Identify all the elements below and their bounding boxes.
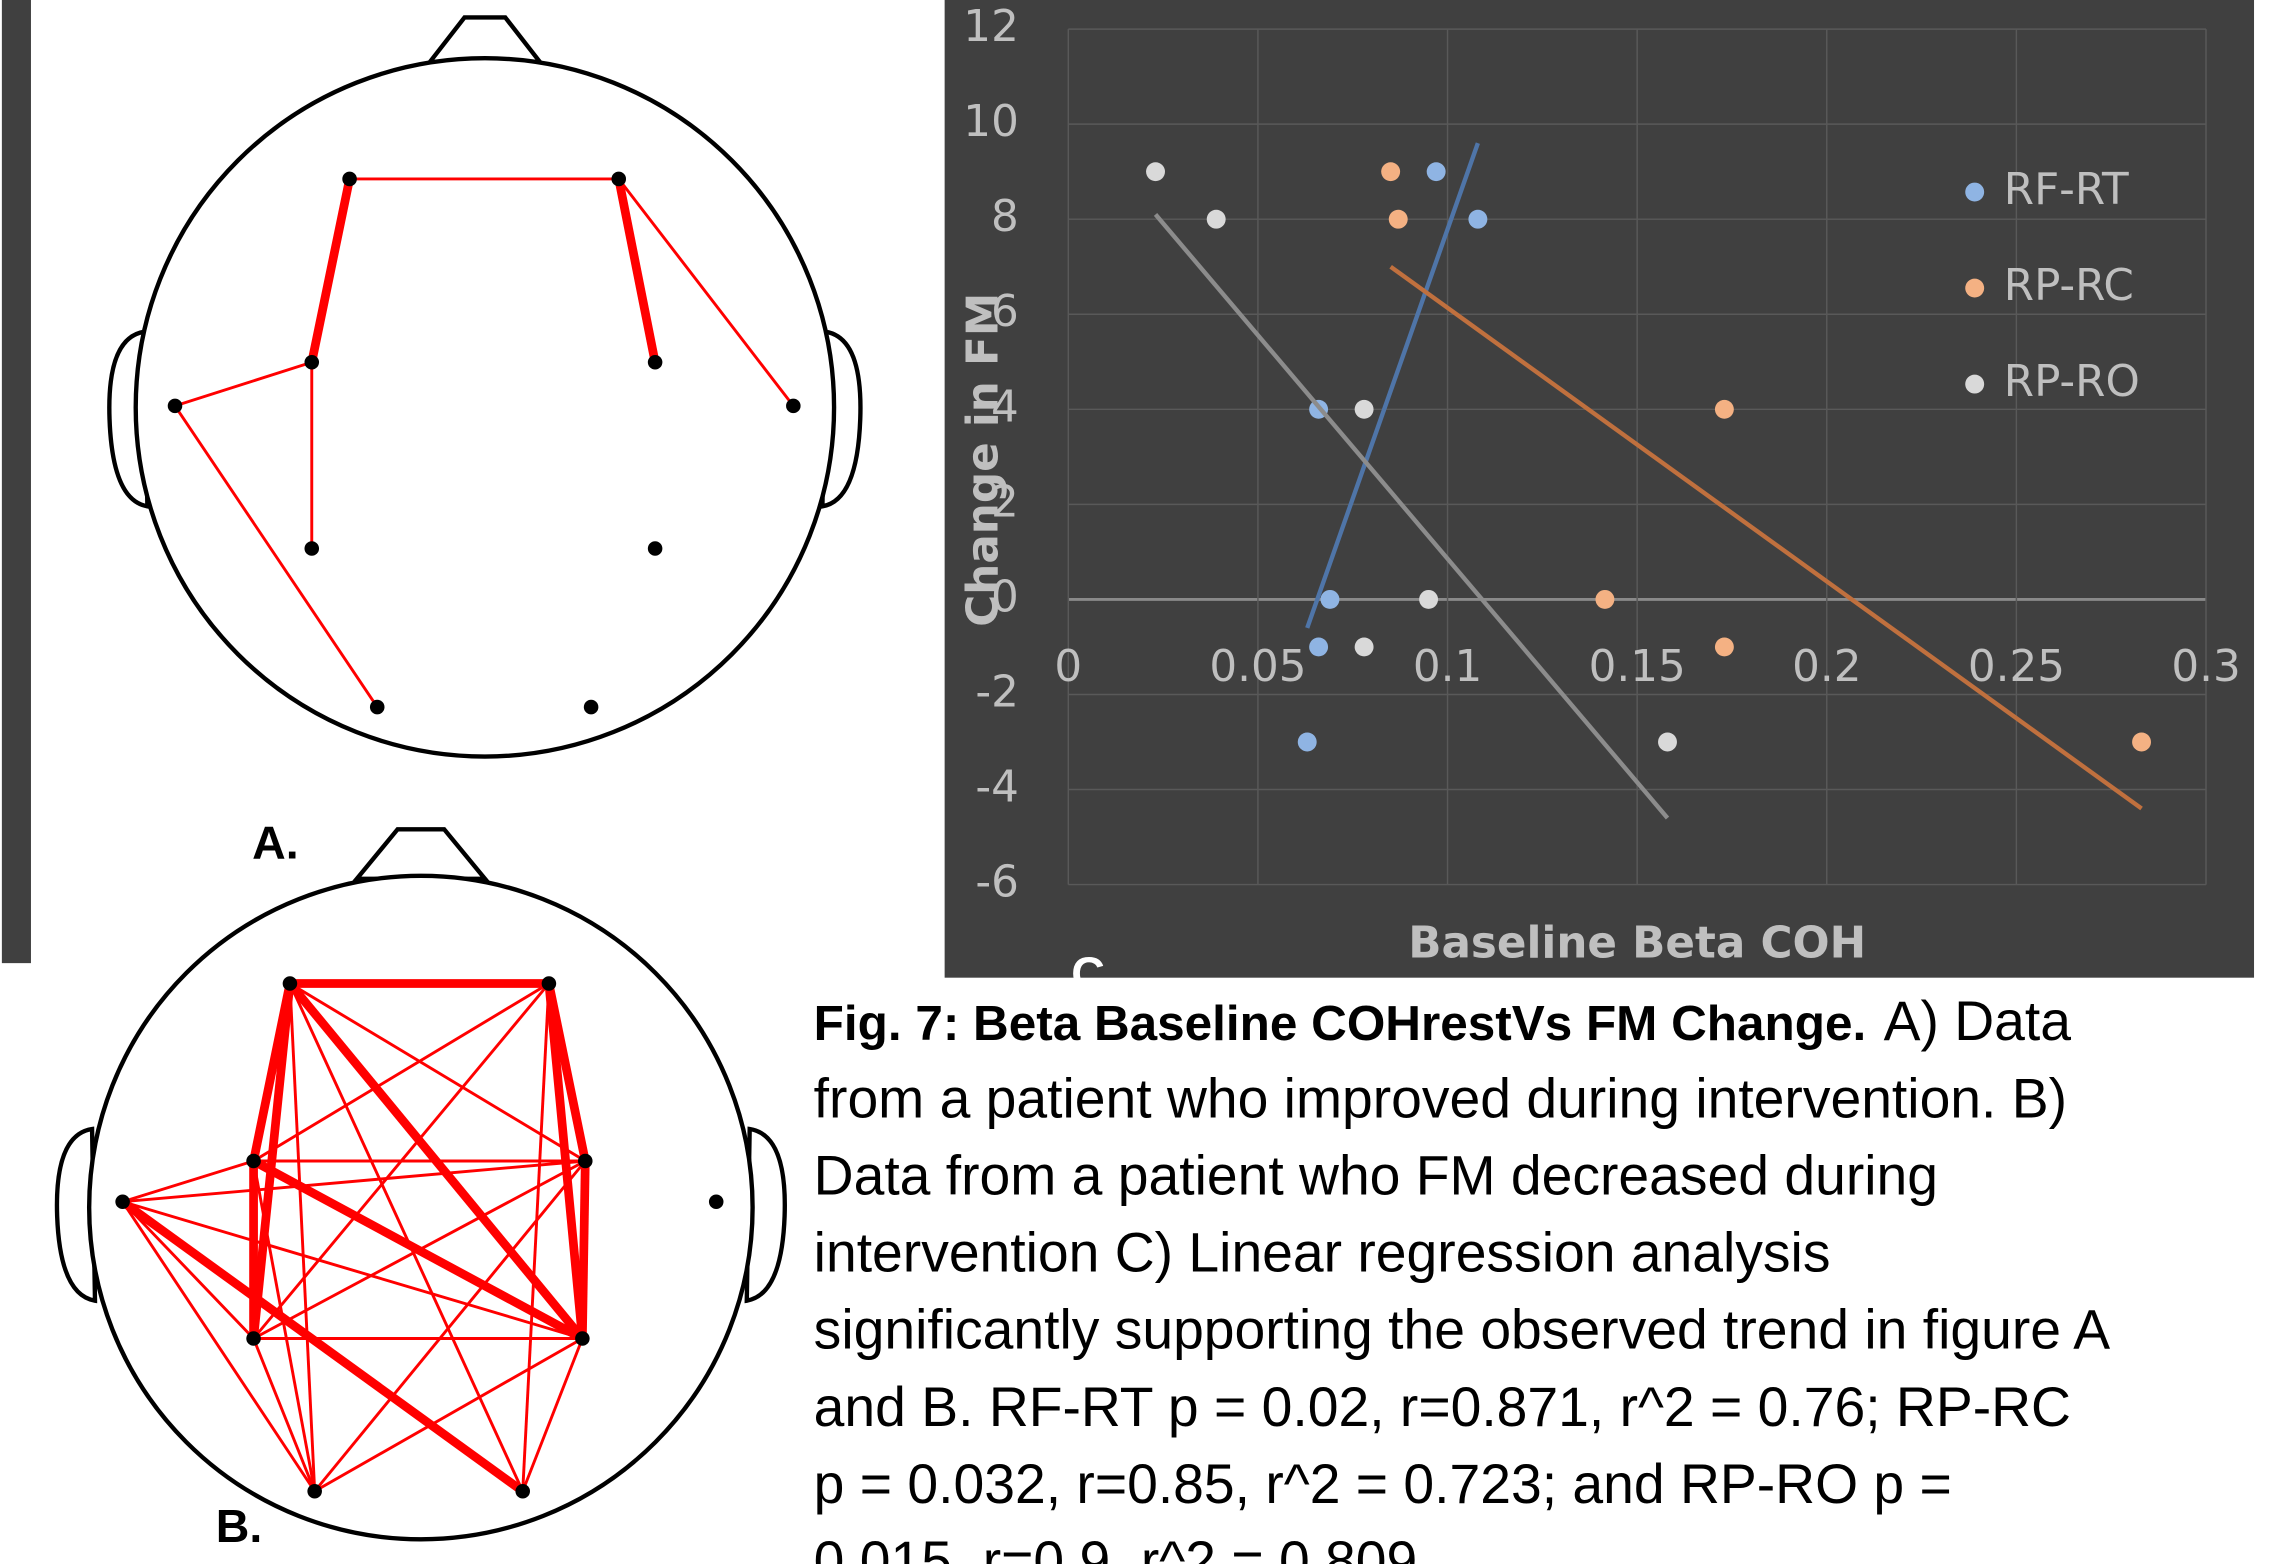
caption-text: significantly supporting the observed tr… [814, 1299, 2111, 1361]
caption-text: Fig. 7: Beta Baseline COHrestVs FM Chang… [814, 996, 1867, 1051]
point [1354, 637, 1374, 657]
x-tick-label: 0 [1054, 641, 1082, 692]
y-axis-label: Change in FM [957, 293, 1008, 627]
x-tick-label: 0.1 [1413, 641, 1482, 692]
legend-label: RF-RT [2004, 164, 2129, 215]
y-tick-label: 4 [991, 381, 1019, 432]
caption: Fig. 7: Beta Baseline COHrestVs FM Chang… [814, 990, 2111, 1564]
caption-text: and B. RF-RT p = 0.02, r=0.871, r^2 = 0.… [814, 1376, 2071, 1438]
x-tick-label: 0.25 [1968, 641, 2065, 692]
caption-text: intervention C) Linear regression analys… [814, 1222, 1831, 1284]
trendline [1153, 213, 1670, 820]
point [1206, 209, 1226, 229]
point [1419, 589, 1439, 609]
y-tick-label: -6 [975, 857, 1019, 908]
legend-label: RP-RC [2004, 260, 2134, 311]
side-panel [1, 0, 31, 964]
y-tick-label: 2 [991, 476, 1019, 527]
legend-marker [1965, 182, 1985, 202]
x-tick-label: 0.15 [1589, 641, 1686, 692]
legend-marker [1965, 278, 1985, 298]
point [1388, 209, 1408, 229]
point [1426, 162, 1446, 182]
caption-text: Data from a patient who FM decreased dur… [814, 1144, 1938, 1206]
scatter-chart: -6 -4 -2 0 2 4 6 8 10 12 0 0.05 0.1 0.15 0.2 0.25 0.3 RF-… [957, 1, 2240, 969]
legend-marker [1965, 374, 1985, 394]
point [1714, 637, 1734, 657]
point [1320, 589, 1340, 609]
caption-text: p = 0.032, r=0.85, r^2 = 0.723; and RP-R… [814, 1453, 1952, 1515]
point [1595, 589, 1615, 609]
point [1381, 162, 1401, 182]
x-tick-label: 0.2 [1792, 641, 1861, 692]
caption-text: A) Data [1884, 990, 2072, 1052]
y-tick-label: 12 [963, 1, 1019, 52]
chart-area [944, 0, 2255, 978]
head-b [54, 827, 787, 1542]
y-tick-label: -4 [975, 762, 1019, 813]
y-tick-label: 8 [991, 191, 1019, 242]
point [1658, 732, 1677, 752]
y-tick-label: 0 [991, 571, 1019, 622]
x-axis-label: Baseline Beta COH [1408, 918, 1866, 969]
x-tick-label: 0.3 [2171, 641, 2240, 692]
head-a [107, 15, 863, 759]
panel-label: A. [252, 816, 299, 868]
panel-label: B. [216, 1500, 263, 1552]
caption-text: 0.015, r=0.9, r^2 = 0.809 [814, 1530, 1418, 1564]
trendline [1389, 264, 2143, 811]
caption-text: from a patient who improved during inter… [814, 1067, 2067, 1129]
trendline [1305, 142, 1480, 629]
point [1309, 637, 1329, 657]
point [1354, 399, 1374, 419]
y-tick-label: -2 [975, 666, 1019, 717]
y-tick-label: 10 [963, 96, 1019, 147]
point [1297, 732, 1317, 752]
point [1146, 162, 1165, 182]
legend-label: RP-RO [2004, 356, 2140, 407]
panel-label: C. [1071, 947, 1118, 999]
x-tick-label: 0.05 [1209, 641, 1306, 692]
point [1714, 399, 1734, 419]
y-tick-label: 6 [991, 286, 1019, 337]
point [2132, 732, 2152, 752]
point [1468, 209, 1488, 229]
